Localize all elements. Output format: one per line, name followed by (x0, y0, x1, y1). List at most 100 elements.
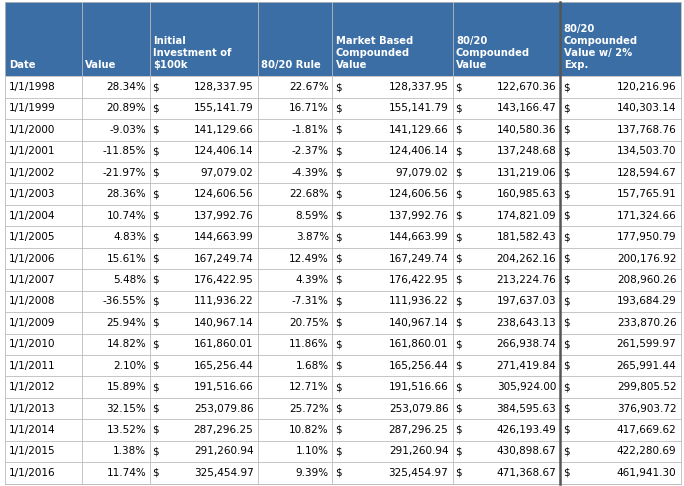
Text: 20.75%: 20.75% (289, 318, 329, 328)
Text: 204,262.16: 204,262.16 (497, 254, 556, 263)
Text: $: $ (153, 275, 159, 285)
Text: 1/1/2012: 1/1/2012 (9, 382, 55, 392)
Text: $: $ (456, 382, 462, 392)
Text: 28.34%: 28.34% (107, 82, 146, 92)
Text: $: $ (456, 296, 462, 306)
Text: $: $ (456, 210, 462, 221)
Text: 165,256.44: 165,256.44 (194, 361, 254, 371)
Text: 141,129.66: 141,129.66 (194, 125, 254, 135)
Text: Initial
Investment of
$100k: Initial Investment of $100k (153, 36, 232, 70)
Text: $: $ (335, 318, 341, 328)
Text: $: $ (563, 104, 570, 113)
Text: $: $ (335, 82, 341, 92)
Text: 12.71%: 12.71% (289, 382, 329, 392)
Text: -7.31%: -7.31% (292, 296, 329, 306)
Text: 144,663.99: 144,663.99 (194, 232, 254, 242)
Text: $: $ (563, 447, 570, 456)
Text: 131,219.06: 131,219.06 (497, 168, 556, 178)
Text: 128,337.95: 128,337.95 (389, 82, 449, 92)
Text: 3.87%: 3.87% (295, 232, 329, 242)
Text: 80/20
Compounded
Value: 80/20 Compounded Value (456, 36, 530, 70)
Text: $: $ (335, 425, 341, 435)
Text: $: $ (153, 104, 159, 113)
Text: 12.49%: 12.49% (289, 254, 329, 263)
Text: $: $ (456, 447, 462, 456)
Text: 128,337.95: 128,337.95 (194, 82, 254, 92)
Text: 144,663.99: 144,663.99 (389, 232, 449, 242)
Text: $: $ (335, 232, 341, 242)
Text: $: $ (563, 468, 570, 478)
Text: 1/1/2002: 1/1/2002 (9, 168, 55, 178)
Text: 1/1/2016: 1/1/2016 (9, 468, 55, 478)
Bar (5, 312, 681, 333)
Bar (5, 441, 681, 462)
Text: 261,599.97: 261,599.97 (617, 339, 676, 349)
Text: 80/20 Rule: 80/20 Rule (261, 60, 321, 70)
Text: 1/1/2006: 1/1/2006 (9, 254, 55, 263)
Text: 1/1/2014: 1/1/2014 (9, 425, 55, 435)
Text: 191,516.66: 191,516.66 (194, 382, 254, 392)
Text: 80/20
Compounded
Value w/ 2%
Exp.: 80/20 Compounded Value w/ 2% Exp. (564, 24, 638, 70)
Text: 134,503.70: 134,503.70 (617, 146, 676, 156)
Bar (5, 2, 681, 76)
Text: 197,637.03: 197,637.03 (497, 296, 556, 306)
Text: Value: Value (86, 60, 116, 70)
Text: $: $ (335, 339, 341, 349)
Bar (5, 376, 681, 398)
Text: 291,260.94: 291,260.94 (389, 447, 449, 456)
Bar (5, 76, 681, 98)
Text: 15.89%: 15.89% (107, 382, 146, 392)
Text: $: $ (456, 82, 462, 92)
Text: $: $ (563, 168, 570, 178)
Text: $: $ (153, 82, 159, 92)
Bar (5, 462, 681, 484)
Text: $: $ (563, 146, 570, 156)
Text: 1/1/2008: 1/1/2008 (9, 296, 55, 306)
Text: 287,296.25: 287,296.25 (194, 425, 254, 435)
Text: 157,765.91: 157,765.91 (617, 189, 676, 199)
Text: 287,296.25: 287,296.25 (389, 425, 449, 435)
Text: 16.71%: 16.71% (289, 104, 329, 113)
Text: $: $ (153, 296, 159, 306)
Text: $: $ (153, 447, 159, 456)
Text: 1/1/2001: 1/1/2001 (9, 146, 55, 156)
Text: $: $ (153, 146, 159, 156)
Text: $: $ (563, 275, 570, 285)
Text: 1/1/2005: 1/1/2005 (9, 232, 55, 242)
Text: $: $ (456, 189, 462, 199)
Text: $: $ (456, 232, 462, 242)
Bar (5, 226, 681, 248)
Text: 25.94%: 25.94% (107, 318, 146, 328)
Bar (5, 269, 681, 291)
Text: 128,594.67: 128,594.67 (617, 168, 676, 178)
Text: 9.39%: 9.39% (295, 468, 329, 478)
Text: 1/1/1998: 1/1/1998 (9, 82, 55, 92)
Text: -9.03%: -9.03% (109, 125, 146, 135)
Text: $: $ (335, 125, 341, 135)
Text: 8.59%: 8.59% (295, 210, 329, 221)
Text: $: $ (563, 425, 570, 435)
Text: 137,768.76: 137,768.76 (617, 125, 676, 135)
Text: 160,985.63: 160,985.63 (497, 189, 556, 199)
Text: 376,903.72: 376,903.72 (617, 403, 676, 414)
Text: 1/1/2000: 1/1/2000 (9, 125, 55, 135)
Text: 10.82%: 10.82% (289, 425, 329, 435)
Text: 1.10%: 1.10% (295, 447, 329, 456)
Bar (5, 398, 681, 419)
Text: 140,967.14: 140,967.14 (389, 318, 449, 328)
Text: 124,606.56: 124,606.56 (194, 189, 254, 199)
Text: $: $ (563, 339, 570, 349)
Text: $: $ (335, 104, 341, 113)
Text: 461,941.30: 461,941.30 (617, 468, 676, 478)
Text: 22.68%: 22.68% (289, 189, 329, 199)
Text: 176,422.95: 176,422.95 (194, 275, 254, 285)
Text: 238,643.13: 238,643.13 (497, 318, 556, 328)
Text: 1/1/2004: 1/1/2004 (9, 210, 55, 221)
Text: $: $ (153, 125, 159, 135)
Text: $: $ (335, 296, 341, 306)
Text: 299,805.52: 299,805.52 (617, 382, 676, 392)
Text: 10.74%: 10.74% (107, 210, 146, 221)
Text: 426,193.49: 426,193.49 (497, 425, 556, 435)
Text: 4.83%: 4.83% (114, 232, 146, 242)
Bar (5, 291, 681, 312)
